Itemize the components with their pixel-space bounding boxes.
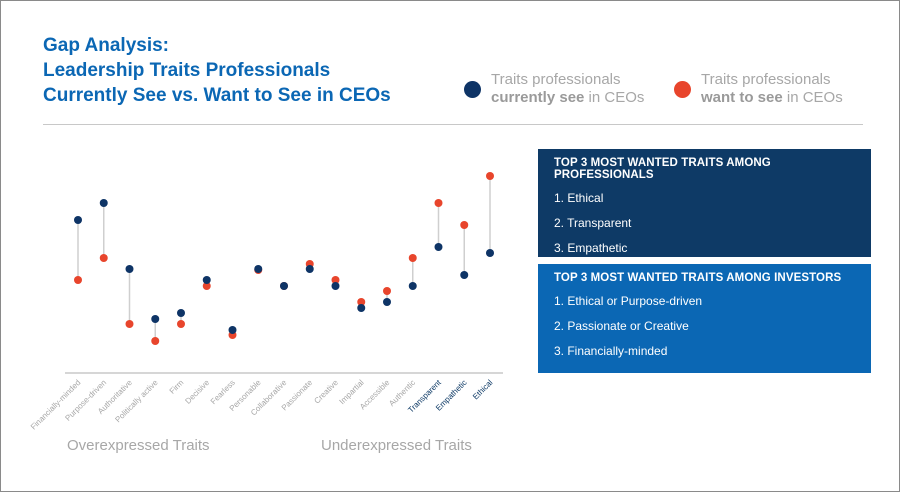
list-item: 2. Transparent <box>554 216 632 230</box>
wanted-point <box>177 320 185 328</box>
current-point <box>383 298 391 306</box>
current-point <box>305 265 314 273</box>
list-item: 2. Passionate or Creative <box>554 319 689 333</box>
current-point <box>254 265 263 273</box>
red-dot-icon <box>674 80 691 98</box>
wanted-point <box>125 320 134 328</box>
current-point <box>202 276 211 284</box>
legend-item-current: Traits professionals currently see in CEO… <box>464 71 644 107</box>
investors-panel: TOP 3 MOST WANTED TRAITS AMONG INVESTORS… <box>538 264 871 373</box>
title-line: Leadership Traits Professionals <box>43 60 331 81</box>
list-item: 3. Empathetic <box>554 241 628 255</box>
legend-item-wanted: Traits professionals want to see in CEOs <box>674 71 843 107</box>
title-line: Gap Analysis: <box>43 35 170 56</box>
list-item: 1. Ethical <box>554 191 604 205</box>
wanted-point <box>460 221 469 229</box>
current-point <box>74 216 82 224</box>
professionals-panel: TOP 3 MOST WANTED TRAITS AMONG PROFESSIO… <box>538 149 871 257</box>
title-line: Currently See vs. Want to See in CEOs <box>43 85 391 106</box>
current-point <box>99 199 108 207</box>
x-tick-label: Ethical <box>471 378 495 402</box>
wanted-point <box>408 254 417 262</box>
legend-label: Traits professionals want to see in CEOs <box>701 71 843 106</box>
list-item: 1. Ethical or Purpose-driven <box>554 294 703 308</box>
wanted-point <box>202 282 211 290</box>
current-point <box>177 309 185 317</box>
current-point <box>151 315 160 323</box>
current-point <box>434 243 443 251</box>
wanted-point <box>99 254 108 262</box>
current-point <box>228 326 237 334</box>
underexpressed-label: Underexpressed Traits <box>321 437 472 454</box>
x-tick-label: Firm <box>168 378 186 396</box>
x-tick-label: Creative <box>312 378 340 406</box>
navy-dot-icon <box>464 80 481 98</box>
current-point <box>125 265 134 273</box>
panel-heading: TOP 3 MOST WANTED TRAITS AMONG INVESTORS <box>554 272 842 284</box>
current-point <box>280 282 288 290</box>
wanted-point <box>357 298 366 306</box>
overexpressed-label: Overexpressed Traits <box>67 437 210 454</box>
current-point <box>460 271 469 279</box>
wanted-point <box>486 172 494 180</box>
x-tick-label: Decisive <box>183 378 211 406</box>
divider <box>43 124 863 125</box>
current-point <box>331 282 340 290</box>
wanted-point <box>434 199 443 207</box>
wanted-point <box>151 337 160 345</box>
legend-label: Traits professionals currently see in CEO… <box>491 71 645 106</box>
wanted-point <box>331 276 340 284</box>
current-point <box>357 304 366 312</box>
current-point <box>408 282 417 290</box>
panel-heading: TOP 3 MOST WANTED TRAITS AMONG PROFESSIO… <box>554 157 771 181</box>
list-item: 3. Financially-minded <box>554 344 668 358</box>
wanted-point <box>74 276 82 284</box>
wanted-point <box>383 287 391 295</box>
page-title: Gap Analysis: Leadership Traits Professi… <box>43 33 391 108</box>
current-point <box>486 249 494 257</box>
